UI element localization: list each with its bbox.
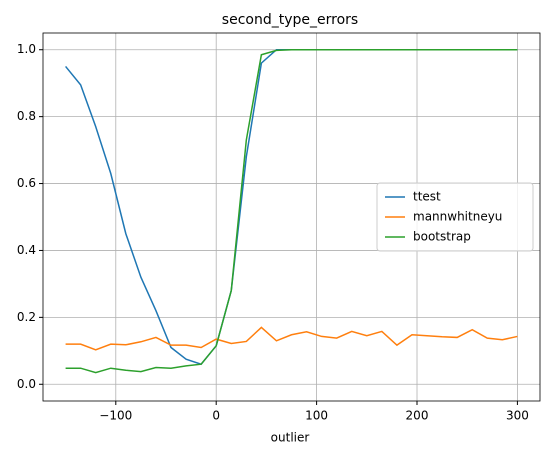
x-axis-label: outlier	[271, 431, 310, 445]
plot-frame	[42, 32, 541, 402]
line-series	[65, 326, 518, 351]
legend-box	[376, 182, 534, 252]
x-tick-label: 200	[406, 409, 429, 423]
y-tick-label: 0.4	[17, 243, 36, 257]
legend-label: bootstrap	[413, 230, 471, 244]
legend-label: ttest	[413, 190, 441, 204]
line-series	[65, 48, 518, 374]
legend: ttest mannwhitneyu bootstrap	[376, 182, 534, 252]
chart-title: second_type_errors	[222, 12, 358, 28]
y-tick-label: 0.8	[17, 109, 36, 123]
x-tick-label: 300	[506, 409, 529, 423]
y-tick-label: 0.2	[17, 310, 36, 324]
y-tick-label: 0.6	[17, 176, 36, 190]
y-tick-label: 0.0	[17, 377, 36, 391]
x-tick-label: 0	[212, 409, 220, 423]
y-tick-label: 1.0	[17, 42, 36, 56]
x-tick-label: −100	[99, 409, 132, 423]
x-tick-label: 100	[305, 409, 328, 423]
legend-label: mannwhitneyu	[413, 210, 502, 224]
